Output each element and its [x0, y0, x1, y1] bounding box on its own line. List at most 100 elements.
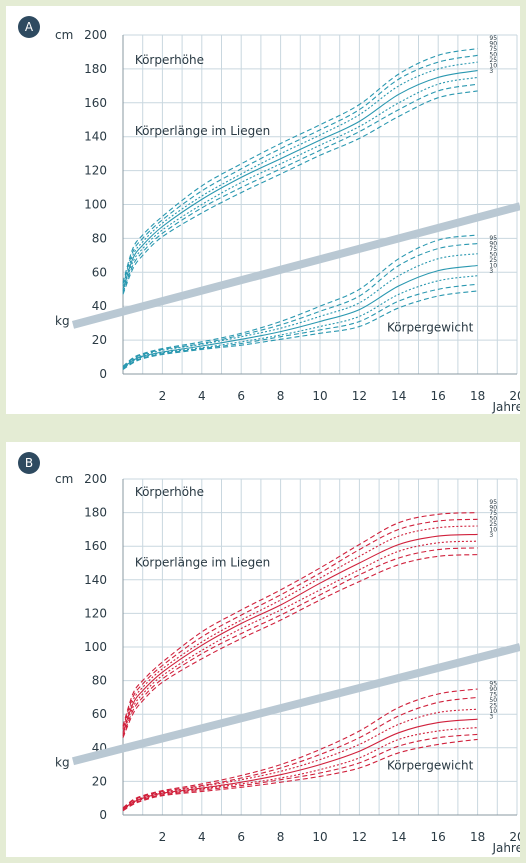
panel-badge: A: [18, 16, 40, 38]
annotation-length: Körperlänge im Liegen: [135, 124, 270, 138]
y-tick-label: 60: [92, 265, 107, 279]
scale-divider-band: [72, 643, 520, 766]
height-percentile-line-p50: [122, 70, 478, 290]
height-percentile-line-p10: [122, 83, 478, 293]
height-percentile-line-p75: [122, 61, 478, 287]
y-tick-label: 20: [92, 774, 107, 788]
height-percentile-line-p90: [122, 518, 478, 728]
weight-percentile-label: 10: [489, 263, 497, 270]
x-tick-label: 16: [431, 389, 446, 403]
height-percentile-line-p75: [122, 525, 478, 730]
height-percentile-line-p3: [122, 90, 478, 295]
weight-percentile-label: 90: [489, 686, 497, 693]
x-tick-label: 20: [509, 830, 520, 844]
y-tick-label: 160: [84, 96, 107, 110]
y-tick-label: 140: [84, 130, 107, 144]
height-percentile-label: 50: [489, 52, 497, 59]
height-percentile-label: 3: [489, 68, 493, 75]
height-percentile-label: 90: [489, 505, 497, 512]
weight-percentile-line-p50: [122, 718, 478, 810]
weight-percentile-label: 50: [489, 697, 497, 704]
y-tick-label: 100: [84, 198, 107, 212]
x-tick-label: 18: [470, 830, 485, 844]
height-percentile-label: 25: [489, 57, 497, 64]
y-tick-label: 100: [84, 640, 107, 654]
height-percentile-curves: [122, 512, 478, 738]
scale-divider-band: [71, 202, 520, 329]
y-tick-label: 120: [84, 606, 107, 620]
height-percentile-label: 25: [489, 521, 497, 528]
height-percentile-line-p50: [122, 533, 478, 733]
x-tick-label: 8: [277, 389, 285, 403]
y-unit-cm: cm: [55, 472, 73, 486]
weight-percentile-label: 25: [489, 257, 497, 264]
weight-percentile-line-p3: [122, 290, 478, 371]
weight-percentile-line-p10: [122, 733, 478, 811]
y-tick-label: 160: [84, 539, 107, 553]
weight-percentile-line-p95: [122, 234, 478, 367]
annotation-weight: Körpergewicht: [387, 321, 474, 335]
x-tick-label: 12: [352, 830, 367, 844]
y-tick-label: 80: [92, 231, 107, 245]
x-unit-label: Jahre: [491, 841, 520, 855]
x-tick-label: 6: [237, 830, 245, 844]
height-percentile-label: 3: [489, 532, 493, 539]
weight-percentile-label: 3: [489, 268, 493, 275]
y-unit-kg: kg: [55, 314, 70, 328]
x-tick-label: 2: [159, 389, 167, 403]
y-tick-label: 120: [84, 164, 107, 178]
height-percentile-line-p3: [122, 554, 478, 738]
weight-percentile-line-p90: [122, 696, 478, 809]
y-unit-cm: cm: [55, 28, 73, 42]
weight-percentile-label: 75: [489, 246, 497, 253]
height-percentile-line-p10: [122, 547, 478, 737]
y-tick-label: 60: [92, 707, 107, 721]
height-percentile-label: 10: [489, 63, 497, 70]
weight-percentile-line-p95: [122, 688, 478, 809]
x-tick-label: 20: [509, 389, 520, 403]
y-tick-label: 140: [84, 573, 107, 587]
annotation-height: Körperhöhe: [135, 53, 204, 67]
height-percentile-label: 50: [489, 516, 497, 523]
weight-percentile-label: 3: [489, 714, 493, 721]
height-percentile-label: 95: [489, 35, 497, 42]
weight-percentile-line-p75: [122, 708, 478, 810]
weight-percentile-label: 10: [489, 708, 497, 715]
y-tick-label: 0: [99, 808, 107, 822]
height-percentile-line-p95: [122, 512, 478, 727]
x-tick-label: 10: [312, 389, 327, 403]
x-tick-label: 14: [391, 830, 406, 844]
height-percentile-label: 10: [489, 527, 497, 534]
y-tick-label: 180: [84, 62, 107, 76]
y-unit-kg: kg: [55, 755, 70, 769]
y-tick-label: 80: [92, 674, 107, 688]
x-tick-label: 2: [159, 830, 167, 844]
x-tick-label: 8: [277, 830, 285, 844]
panel-badge: B: [18, 452, 40, 474]
annotation-weight: Körpergewicht: [387, 759, 474, 773]
y-tick-label: 20: [92, 333, 107, 347]
height-percentile-curves: [122, 48, 478, 295]
height-percentile-line-p90: [122, 54, 478, 285]
x-tick-label: 18: [470, 389, 485, 403]
height-percentile-label: 90: [489, 41, 497, 48]
weight-percentile-curves: [122, 234, 478, 371]
weight-percentile-label: 95: [489, 681, 497, 688]
weight-percentile-label: 90: [489, 241, 497, 248]
x-tick-label: 4: [198, 389, 206, 403]
weight-percentile-label: 95: [489, 235, 497, 242]
y-tick-label: 180: [84, 506, 107, 520]
weight-percentile-label: 25: [489, 703, 497, 710]
weight-percentile-line-p10: [122, 283, 478, 370]
x-tick-label: 12: [352, 389, 367, 403]
y-tick-label: 200: [84, 28, 107, 42]
weight-percentile-line-p25: [122, 727, 478, 811]
weight-percentile-label: 50: [489, 252, 497, 259]
annotation-length: Körperlänge im Liegen: [135, 555, 270, 569]
weight-percentile-curves: [122, 688, 478, 812]
y-tick-label: 200: [84, 472, 107, 486]
x-tick-label: 14: [391, 389, 406, 403]
height-percentile-label: 95: [489, 499, 497, 506]
